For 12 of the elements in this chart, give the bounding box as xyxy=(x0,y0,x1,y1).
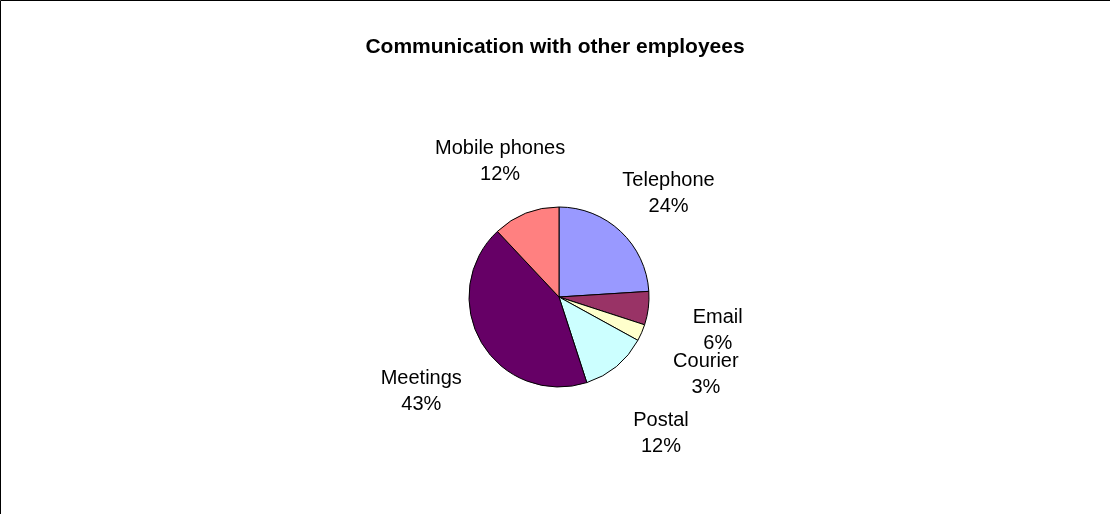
slice-label: Postal xyxy=(633,408,689,431)
data-label: 12% xyxy=(480,162,521,185)
data-label: 24% xyxy=(648,194,689,217)
chart-title: Communication with other employees xyxy=(365,34,745,57)
slice-label: Courier xyxy=(673,348,739,371)
slice-label: Telephone xyxy=(622,168,715,191)
slice-label: Meetings xyxy=(380,366,462,389)
slice-label: Email xyxy=(692,305,743,328)
slice-label: Mobile phones xyxy=(435,136,566,159)
data-label: 12% xyxy=(640,434,682,457)
data-label: 3% xyxy=(691,374,721,397)
data-label: 43% xyxy=(401,392,442,415)
